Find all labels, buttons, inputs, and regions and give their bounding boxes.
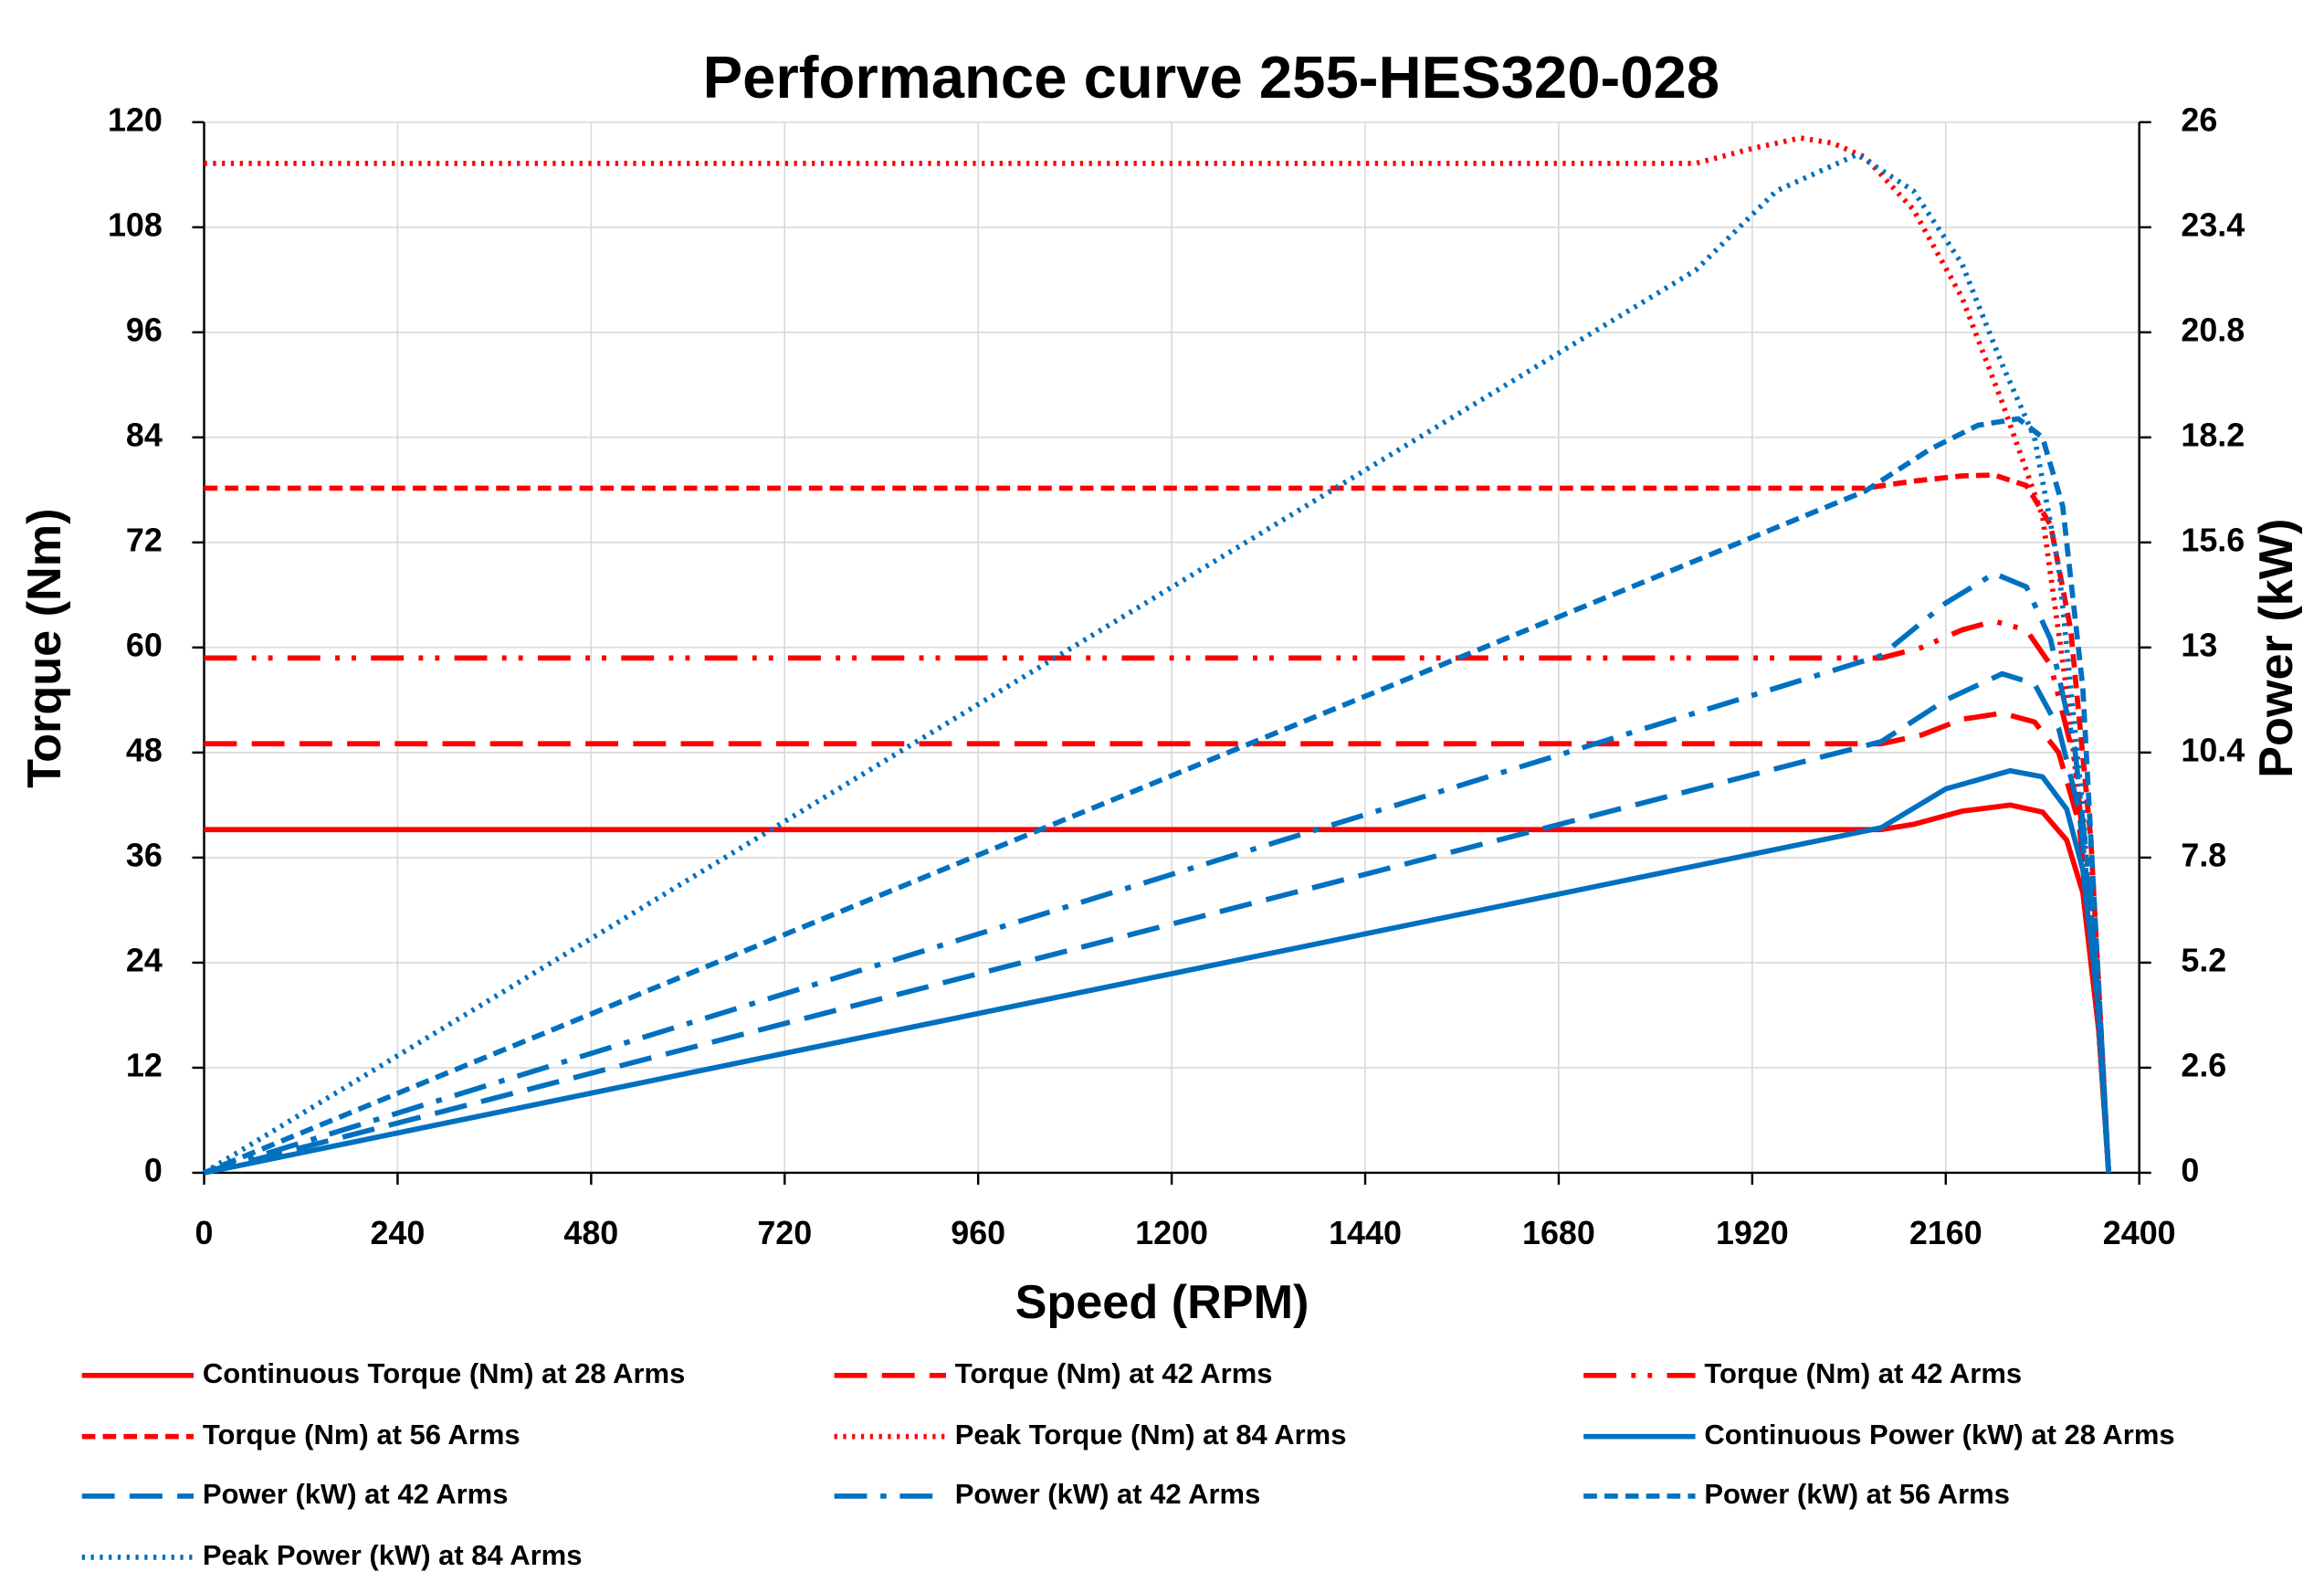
y-tick-label: 24 [126,942,163,978]
x-tick-label: 2400 [2103,1215,2176,1251]
x-tick-label: 0 [195,1215,214,1251]
legend-label: Continuous Torque (Nm) at 28 Arms [203,1357,685,1389]
y-tick-label: 96 [126,311,163,348]
x-axis-title: Speed (RPM) [1015,1276,1309,1329]
y2-axis-title: Power (kW) [2250,519,2303,778]
y2-tick-label: 20.8 [2181,311,2245,348]
y2-tick-label: 18.2 [2181,417,2245,453]
y-tick-label: 120 [108,101,163,138]
legend-label: Torque (Nm) at 42 Arms [955,1357,1273,1389]
x-tick-label: 480 [563,1215,618,1251]
y-tick-label: 48 [126,732,163,768]
y2-tick-label: 10.4 [2181,732,2245,768]
x-tick-label: 720 [757,1215,812,1251]
y2-tick-label: 0 [2181,1152,2199,1188]
y2-tick-label: 23.4 [2181,206,2245,243]
y2-tick-label: 5.2 [2181,942,2226,978]
x-tick-label: 960 [951,1215,1005,1251]
x-tick-label: 2160 [1909,1215,1982,1251]
y-tick-label: 60 [126,627,163,663]
y-tick-label: 12 [126,1047,163,1083]
series-line [204,618,2111,1174]
y-tick-label: 84 [126,417,163,453]
y2-tick-label: 26 [2181,101,2217,138]
legend-label: Power (kW) at 56 Arms [1704,1478,2010,1510]
y-tick-label: 36 [126,837,163,873]
y-axis-title: Torque (Nm) [18,509,71,788]
legend-label: Power (kW) at 42 Arms [955,1478,1261,1510]
series-line [203,571,2111,1176]
y-tick-label: 108 [108,206,163,243]
y2-tick-label: 7.8 [2181,837,2226,873]
legend-label: Torque (Nm) at 56 Arms [203,1419,521,1451]
x-tick-label: 1680 [1522,1215,1595,1251]
y2-tick-label: 15.6 [2181,522,2245,558]
y-tick-label: 0 [144,1152,163,1188]
x-tick-label: 1440 [1329,1215,1402,1251]
legend-label: Torque (Nm) at 42 Arms [1704,1357,2022,1389]
legend-label: Peak Torque (Nm) at 84 Arms [955,1419,1347,1451]
series-line [203,416,2111,1176]
y2-tick-label: 2.6 [2181,1047,2226,1083]
y2-tick-label: 13 [2181,627,2217,663]
chart-title: Performance curve 255-HES320-028 [703,44,1720,111]
legend-label: Power (kW) at 42 Arms [203,1478,509,1510]
x-tick-label: 1920 [1716,1215,1789,1251]
x-tick-label: 240 [370,1215,425,1251]
y-tick-label: 72 [126,522,163,558]
legend-label: Continuous Power (kW) at 28 Arms [1704,1419,2174,1451]
x-tick-label: 1200 [1135,1215,1208,1251]
legend-label: Peak Power (kW) at 84 Arms [203,1539,583,1571]
